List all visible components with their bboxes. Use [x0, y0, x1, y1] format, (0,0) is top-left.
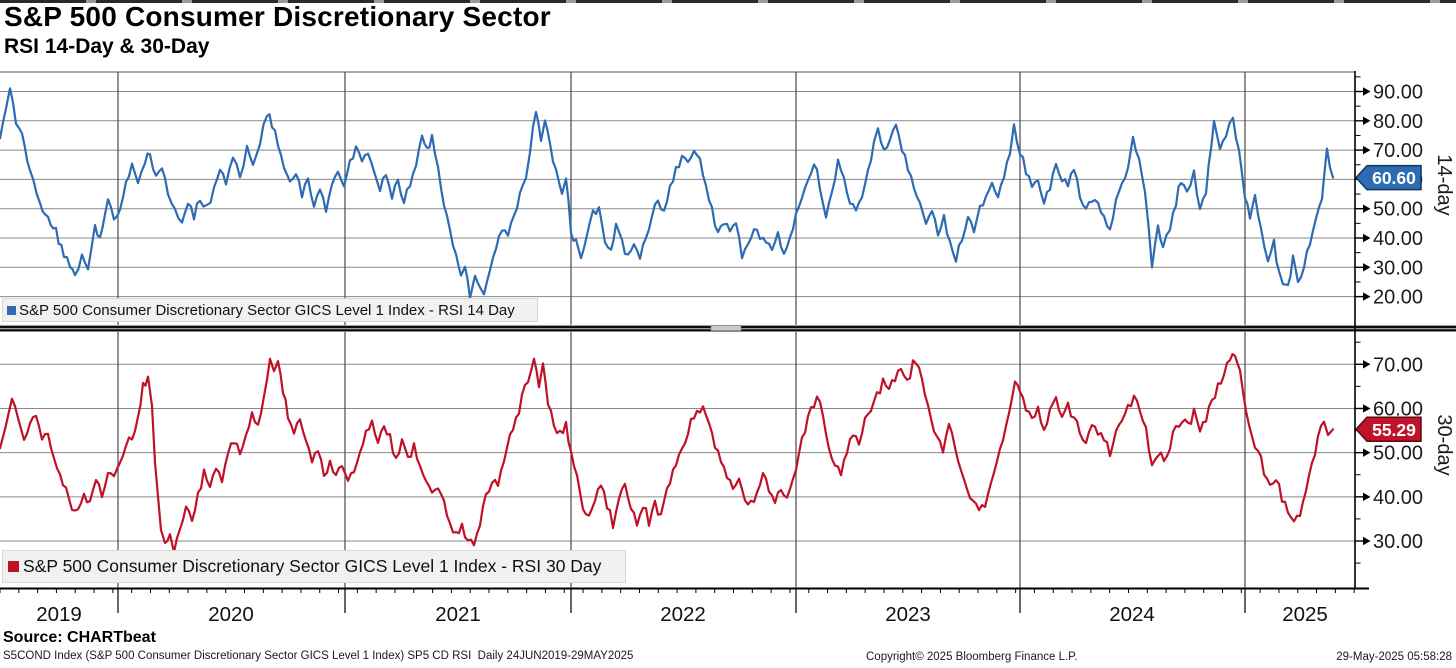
legend-rsi14: S&P 500 Consumer Discretionary Sector GI… — [2, 298, 538, 322]
svg-text:70.00: 70.00 — [1373, 354, 1423, 376]
svg-text:40.00: 40.00 — [1373, 228, 1423, 250]
rsi14-axis-title: 14-day — [1433, 154, 1455, 215]
footer-copyright: Copyright© 2025 Bloomberg Finance L.P. — [866, 651, 1078, 663]
svg-text:60.60: 60.60 — [1372, 168, 1416, 188]
year-label-2021: 2021 — [435, 603, 481, 626]
svg-text:55.29: 55.29 — [1372, 420, 1416, 440]
rsi14-hgrid — [0, 71, 1355, 298]
panel-rsi14: 90.0080.0070.0060.0050.0040.0030.0020.00… — [0, 71, 1455, 325]
rsi30-last-value-badge: 55.29 — [1354, 416, 1422, 443]
rsi30-line — [0, 353, 1335, 554]
year-label-2022: 2022 — [660, 603, 706, 626]
window-top-border — [0, 0, 1456, 3]
svg-text:50.00: 50.00 — [1373, 443, 1423, 465]
separator-grip[interactable] — [710, 325, 742, 331]
page-title: S&P 500 Consumer Discretionary Sector — [4, 1, 551, 32]
year-label-2023: 2023 — [885, 603, 931, 626]
rsi30-axis-title: 30-day — [1433, 414, 1455, 475]
panel-rsi30: 70.00 60.00 50.00 40.00 30.00 55.29 30-day — [0, 332, 1455, 588]
page-subtitle: RSI 14-Day & 30-Day — [4, 35, 210, 58]
svg-text:90.00: 90.00 — [1373, 82, 1423, 104]
rsi14-line — [0, 87, 1335, 299]
svg-text:40.00: 40.00 — [1373, 487, 1423, 509]
rsi30-y-axis: 70.00 60.00 50.00 40.00 30.00 — [1355, 341, 1423, 564]
rsi14-last-value-badge: 60.60 — [1354, 164, 1422, 191]
svg-text:70.00: 70.00 — [1373, 140, 1423, 162]
year-label-2025: 2025 — [1282, 603, 1328, 626]
svg-text:60.00: 60.00 — [1373, 398, 1423, 420]
year-label-2019: 2019 — [36, 603, 82, 626]
panel-separator — [0, 324, 1456, 332]
svg-text:20.00: 20.00 — [1373, 287, 1423, 309]
rsi14-legend-marker-icon — [7, 305, 16, 315]
year-label-2020: 2020 — [208, 603, 254, 626]
footer-ticker-description: S5COND Index (S&P 500 Consumer Discretio… — [3, 650, 634, 662]
rsi30-legend-marker-icon — [8, 561, 19, 572]
svg-text:50.00: 50.00 — [1373, 199, 1423, 221]
svg-text:30.00: 30.00 — [1373, 257, 1423, 279]
source-line: Source: CHARTbeat — [3, 629, 156, 646]
year-label-2024: 2024 — [1109, 603, 1155, 626]
svg-text:30.00: 30.00 — [1373, 531, 1423, 553]
rsi14-vgrid — [117, 72, 1246, 325]
legend-rsi14-label: S&P 500 Consumer Discretionary Sector GI… — [19, 301, 515, 319]
legend-rsi30-label: S&P 500 Consumer Discretionary Sector GI… — [23, 556, 602, 576]
rsi30-hgrid — [0, 363, 1355, 542]
footer-timestamp: 29-May-2025 05:58:28 — [1336, 651, 1452, 663]
x-axis: 2019 2020 2021 2022 2023 2024 2025 — [0, 587, 1369, 626]
legend-rsi30: S&P 500 Consumer Discretionary Sector GI… — [2, 550, 627, 583]
svg-text:80.00: 80.00 — [1373, 111, 1423, 133]
rsi30-vgrid — [117, 332, 1246, 588]
